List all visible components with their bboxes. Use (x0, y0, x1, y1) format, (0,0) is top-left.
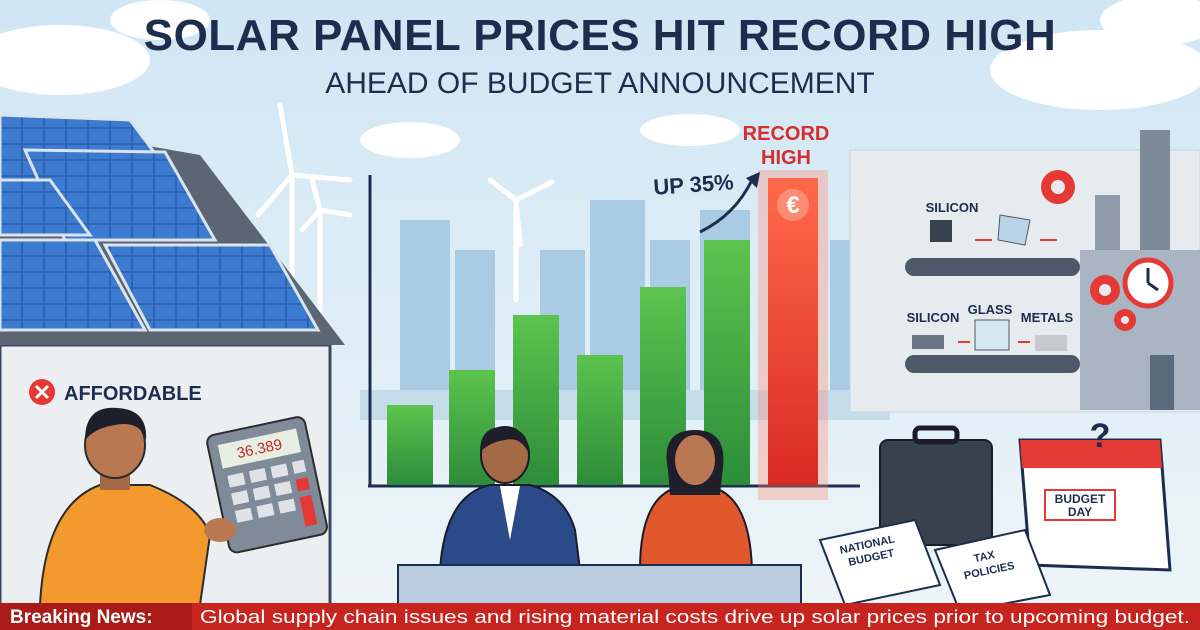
bar-illustration-part (387, 405, 433, 485)
factory-part (905, 355, 1080, 373)
material-label: SILICON (907, 310, 960, 325)
background-part (360, 122, 460, 158)
news-anchors-part (500, 486, 520, 540)
man-with-calculator-part-part-part (234, 507, 253, 523)
factory-part (958, 239, 1057, 343)
wind-turbines-part (277, 102, 295, 178)
budget-items-part (933, 528, 1052, 614)
factory-part-part (1051, 180, 1065, 194)
factory-part-part (1121, 316, 1129, 324)
man-with-calculator-part: 36.389 (206, 416, 328, 554)
man-with-calculator-part-part-part (231, 490, 250, 506)
background-part (640, 114, 740, 146)
man-with-calculator-part-part-part (299, 494, 318, 527)
news-ticker (0, 603, 1200, 630)
headline: SOLAR PANEL PRICES HIT RECORD HIGH (144, 11, 1057, 60)
wind-turbines-part (513, 179, 555, 203)
factory-part (912, 335, 944, 349)
man-with-calculator-part-part-part (277, 498, 297, 514)
material-label: METALS (1021, 310, 1074, 325)
record-label: RECORD (743, 123, 830, 145)
budget-items-part (818, 518, 942, 607)
wind-turbines-part (487, 177, 519, 203)
material-label: GLASS (968, 302, 1013, 317)
man-with-calculator-part-part-part (274, 480, 293, 497)
wind-turbines-part (289, 172, 353, 183)
man-with-calculator-part-part-part (248, 467, 268, 484)
background-part (0, 25, 150, 95)
budget-items-part (1020, 440, 1162, 468)
currency-symbol: € (786, 192, 799, 219)
factory-part (1140, 130, 1170, 270)
factory-part (1051, 180, 1129, 324)
house (0, 113, 345, 607)
news-anchors (397, 426, 802, 606)
background-part (110, 0, 210, 40)
subheadline: AHEAD OF BUDGET ANNOUNCEMENT (325, 67, 875, 100)
factory-part (1146, 268, 1159, 292)
house-part (0, 178, 93, 237)
man-with-calculator-part-part-part (252, 485, 271, 501)
man-with-calculator-part-part-part (295, 477, 310, 492)
bar-illustration-part (777, 189, 809, 221)
background-part (990, 30, 1200, 110)
man-with-calculator-part-part (217, 428, 302, 469)
factory-part (1150, 355, 1174, 410)
man-with-calculator-part-part-part (270, 463, 289, 479)
man-with-calculator-part (204, 518, 236, 542)
factory-part (997, 214, 1031, 246)
factory (849, 130, 1200, 413)
calendar-label: DAY (1068, 505, 1092, 519)
paper-label: TAX (973, 549, 997, 565)
bar-illustration-part (699, 179, 754, 234)
bar-illustration-part (577, 355, 623, 485)
man-with-calculator-part-part (227, 459, 318, 527)
budget-items (818, 425, 1172, 614)
man-with-calculator-part-part-part (291, 459, 307, 474)
factory-part (1035, 335, 1067, 351)
ticker-text: Global supply chain issues and rising ma… (200, 606, 1190, 627)
news-ticker-part (0, 603, 1200, 630)
background-part (1100, 0, 1200, 45)
city-skyline-part (400, 220, 450, 410)
news-anchors-part (675, 435, 715, 485)
bar-illustration (368, 170, 860, 500)
factory-part-part (1099, 284, 1111, 296)
house-part (102, 243, 321, 332)
news-anchors-part (397, 564, 802, 606)
record-label: HIGH (761, 147, 811, 169)
ticker-label: Breaking News: (10, 607, 153, 628)
wind-turbines-part (513, 197, 523, 248)
factory-part (974, 319, 1010, 351)
factory-part (905, 258, 1080, 276)
wind-turbines-part (255, 172, 295, 218)
increase-callout: UP 35% (653, 169, 735, 200)
news-anchors-part (480, 426, 529, 452)
news-ticker-part (0, 603, 192, 630)
wind-turbines-part (299, 207, 323, 233)
wind-turbines-part (317, 207, 353, 218)
man-with-calculator-part-part-part (256, 503, 275, 519)
man-with-calculator: 36.389 (38, 407, 328, 606)
man-with-calculator-part-part-part (227, 472, 246, 488)
calendar-question: ? (1090, 417, 1111, 455)
man-with-calculator-part (85, 407, 147, 440)
budget-items-part (912, 425, 960, 445)
bar-illustration-part (768, 178, 818, 485)
budget-items-part (1044, 489, 1116, 521)
factory-part (930, 220, 952, 242)
bar-illustration-part (746, 172, 760, 188)
wind-turbines-part (309, 177, 323, 213)
material-label: SILICON (926, 200, 979, 215)
house-part (0, 238, 148, 332)
status-label: AFFORDABLE (64, 383, 202, 405)
calendar-label: BUDGET (1055, 492, 1106, 506)
house-part (34, 384, 50, 400)
